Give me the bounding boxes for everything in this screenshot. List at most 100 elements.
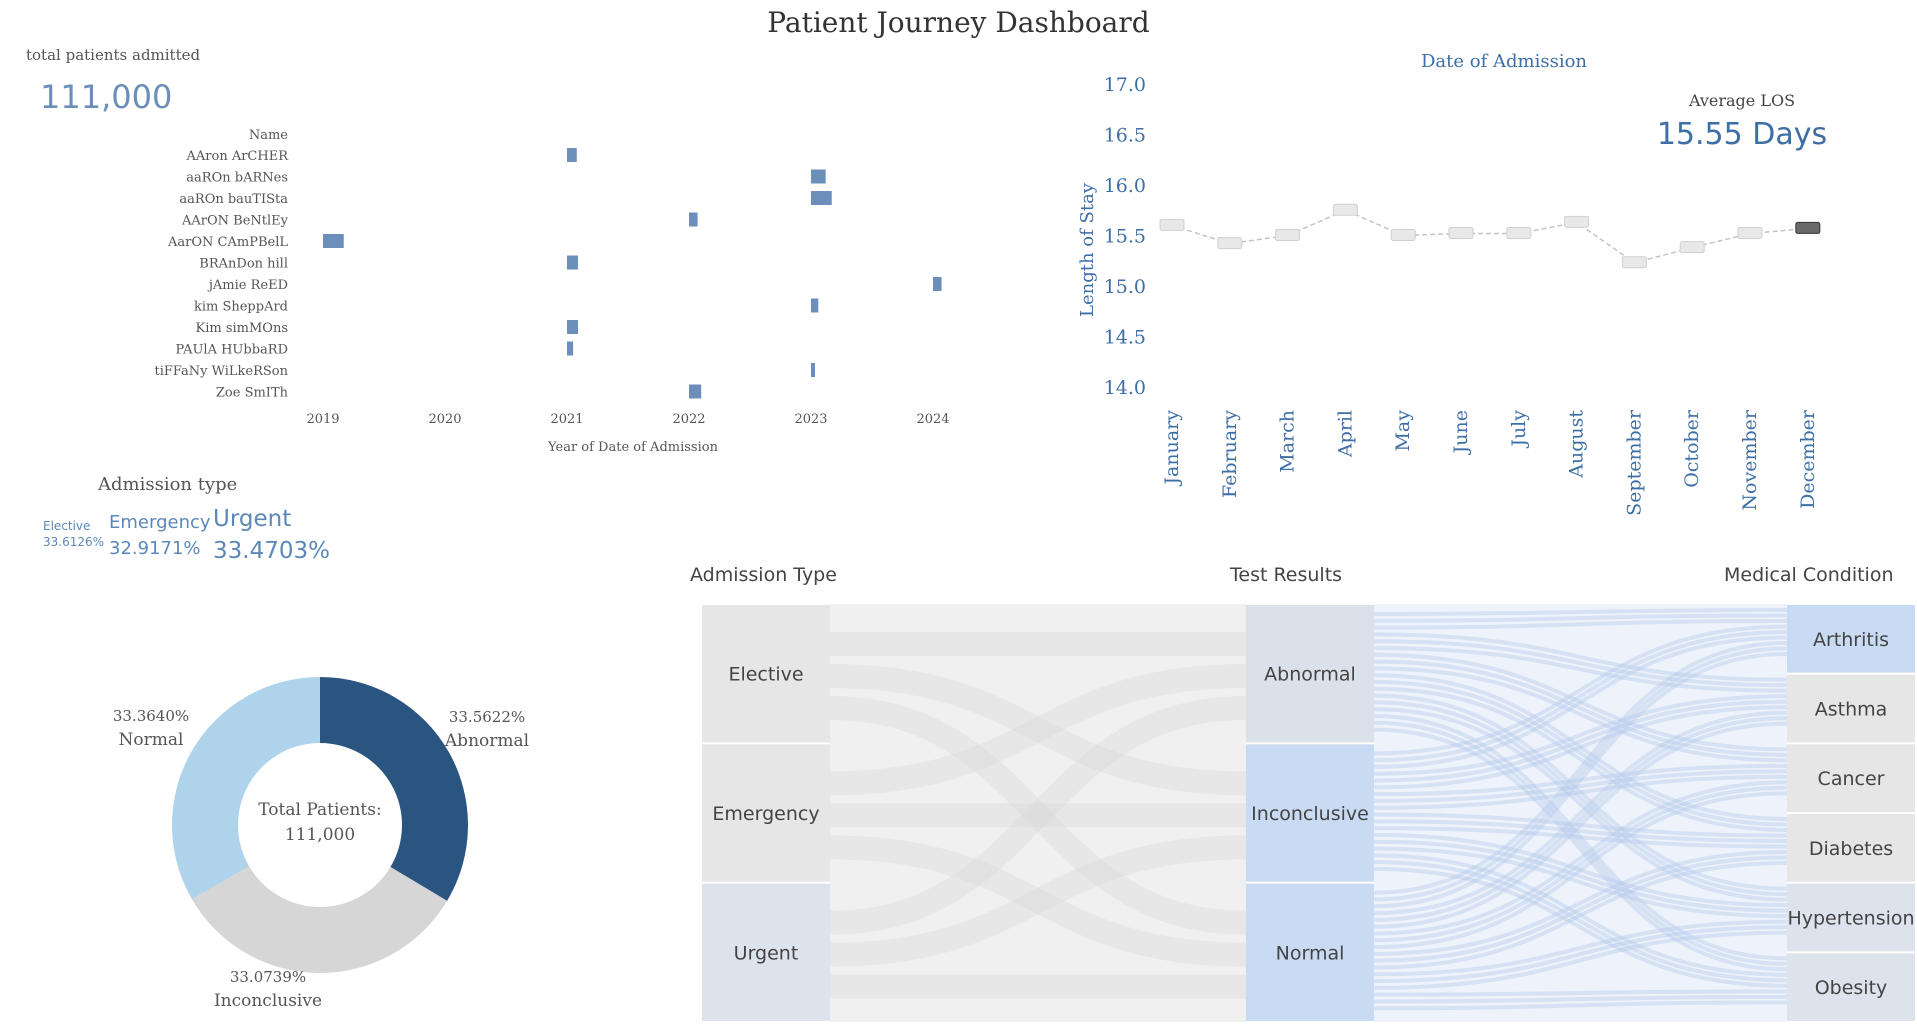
patient-flow-sankey: Elective Emergency Urgent Abnormal Inconclus… [702, 604, 1915, 1022]
donut-slice-inconclusive [191, 866, 448, 973]
los-y-tick: 14.5 [1104, 327, 1146, 349]
sankey-flow-right [1373, 989, 1788, 997]
sankey-flow-right [1373, 763, 1788, 797]
sankey-flow-right [1373, 707, 1788, 902]
sankey-flow-right [1373, 780, 1788, 936]
sankey-flow-left [829, 664, 1247, 796]
gantt-x-tick: 2020 [428, 412, 461, 427]
los-x-tick: May [1392, 410, 1414, 452]
donut-label-normal: Normal [119, 730, 184, 750]
sankey-flow-right [1373, 710, 1788, 916]
los-annotation-label: Average LOS [1688, 91, 1795, 110]
sankey-flow-right [1373, 853, 1788, 977]
kpi-label: total patients admitted [26, 46, 201, 64]
gantt-bar [811, 191, 832, 205]
gantt-name-label: AAron ArCHER [186, 149, 290, 164]
sankey-flow-right [1373, 819, 1788, 843]
gantt-y-axis-title: Name [249, 128, 288, 143]
patient-gantt-chart: Name AAron ArCHER aaROn bARNes aaROn bauTI… [154, 128, 949, 455]
sankey-flow-left [829, 835, 1247, 967]
sankey-flow-left [829, 664, 1247, 796]
donut-center-label: Total Patients: [258, 800, 381, 820]
sankey-flow-right [1373, 619, 1788, 630]
gantt-name-label: Kim simMOns [196, 321, 289, 336]
sankey-flow-right [1373, 652, 1788, 752]
sankey-node-label: Asthma [1815, 699, 1888, 721]
los-y-tick: 16.0 [1104, 175, 1146, 197]
gantt-name-label: PAUlA HUbbaRD [176, 343, 288, 358]
los-point-marker [1679, 241, 1705, 254]
sankey-flow-right [1373, 850, 1788, 956]
sankey-flow-right [1373, 716, 1788, 922]
donut-label-abnormal: Abnormal [444, 731, 529, 751]
sankey-flow-right [1373, 680, 1788, 827]
sankey-flow-right [1373, 866, 1788, 988]
admission-label-urgent: Urgent [213, 506, 292, 532]
sankey-flow-right [1373, 624, 1788, 756]
sankey-flow-right [1373, 846, 1788, 919]
sankey-flow-left [829, 835, 1247, 967]
los-x-tick: September [1623, 409, 1645, 516]
gantt-bar [811, 363, 815, 377]
sankey-flow-right [1373, 769, 1788, 803]
sankey-flow-right [1373, 694, 1788, 776]
donut-slice-normal [172, 677, 320, 900]
gantt-name-label: aaROn bauTISta [179, 192, 288, 207]
sankey-flow-right [1373, 774, 1788, 810]
gantt-bar [811, 298, 819, 313]
gantt-name-label: tiFFaNy WiLkeRSon [154, 364, 288, 379]
sankey-flow-right [1373, 673, 1788, 821]
sankey-flow-right [1373, 925, 1788, 984]
gantt-x-tick: 2022 [672, 412, 705, 427]
sankey-node-label: Arthritis [1813, 629, 1889, 651]
sankey-flow-right [1373, 646, 1788, 693]
los-point-marker [1332, 203, 1358, 216]
gantt-bar [689, 212, 698, 227]
sankey-node-label: Elective [728, 664, 803, 686]
gantt-bar [567, 148, 577, 162]
donut-pct-inconclusive: 33.0739% [230, 968, 306, 986]
sankey-flow-right [1373, 919, 1788, 977]
sankey-node-medical-condition [1787, 674, 1915, 743]
sankey-node-test-result [1246, 605, 1374, 743]
los-x-tick: October [1681, 409, 1703, 488]
los-y-tick: 17.0 [1104, 74, 1146, 96]
test-results-donut-chart: Total Patients: 111,000 33.5622% Abnorma… [113, 677, 529, 1011]
sankey-flow-right [1373, 826, 1788, 849]
sankey-node-admission [702, 883, 830, 1021]
los-y-tick: 15.0 [1104, 276, 1146, 298]
los-point-marker [1795, 221, 1821, 234]
los-x-tick: December [1797, 409, 1819, 509]
gantt-x-axis-title: Year of Date of Admission [547, 440, 719, 455]
sankey-band-left [830, 604, 1246, 1022]
los-point-marker [1217, 237, 1243, 250]
gantt-name-label: AArON BeNtlEy [181, 214, 289, 229]
sankey-node-label: Inconclusive [1251, 803, 1369, 825]
sankey-flow-right [1373, 641, 1788, 895]
los-point-marker [1621, 256, 1647, 269]
sankey-flow-right [1373, 686, 1788, 832]
sankey-flow-right [1373, 646, 1788, 902]
admission-type-title: Admission type [98, 474, 238, 495]
los-x-tick: June [1450, 410, 1472, 455]
sankey-flow-right [1373, 659, 1788, 757]
admission-pct-urgent: 33.4703% [213, 538, 330, 564]
gantt-name-label: BRAnDon hill [199, 257, 288, 272]
gantt-bar [933, 277, 942, 291]
donut-pct-normal: 33.3640% [113, 707, 189, 725]
sankey-node-label: Emergency [712, 803, 819, 825]
sankey-flow-right [1373, 714, 1788, 961]
sankey-flow-left [829, 696, 1247, 935]
sankey-node-label: Normal [1276, 942, 1345, 964]
donut-label-inconclusive: Inconclusive [214, 991, 322, 1011]
los-point-marker [1564, 215, 1590, 228]
los-point-marker [1159, 218, 1185, 231]
sankey-flow-right [1373, 791, 1788, 950]
gantt-bar [323, 234, 344, 248]
kpi-value: 111,000 [40, 78, 173, 116]
sankey-flow-right [1373, 705, 1788, 790]
sankey-flow-right [1373, 630, 1788, 763]
sankey-flow-right [1373, 700, 1788, 897]
sankey-flow-right [1373, 635, 1788, 769]
sankey-node-admission [702, 744, 830, 882]
